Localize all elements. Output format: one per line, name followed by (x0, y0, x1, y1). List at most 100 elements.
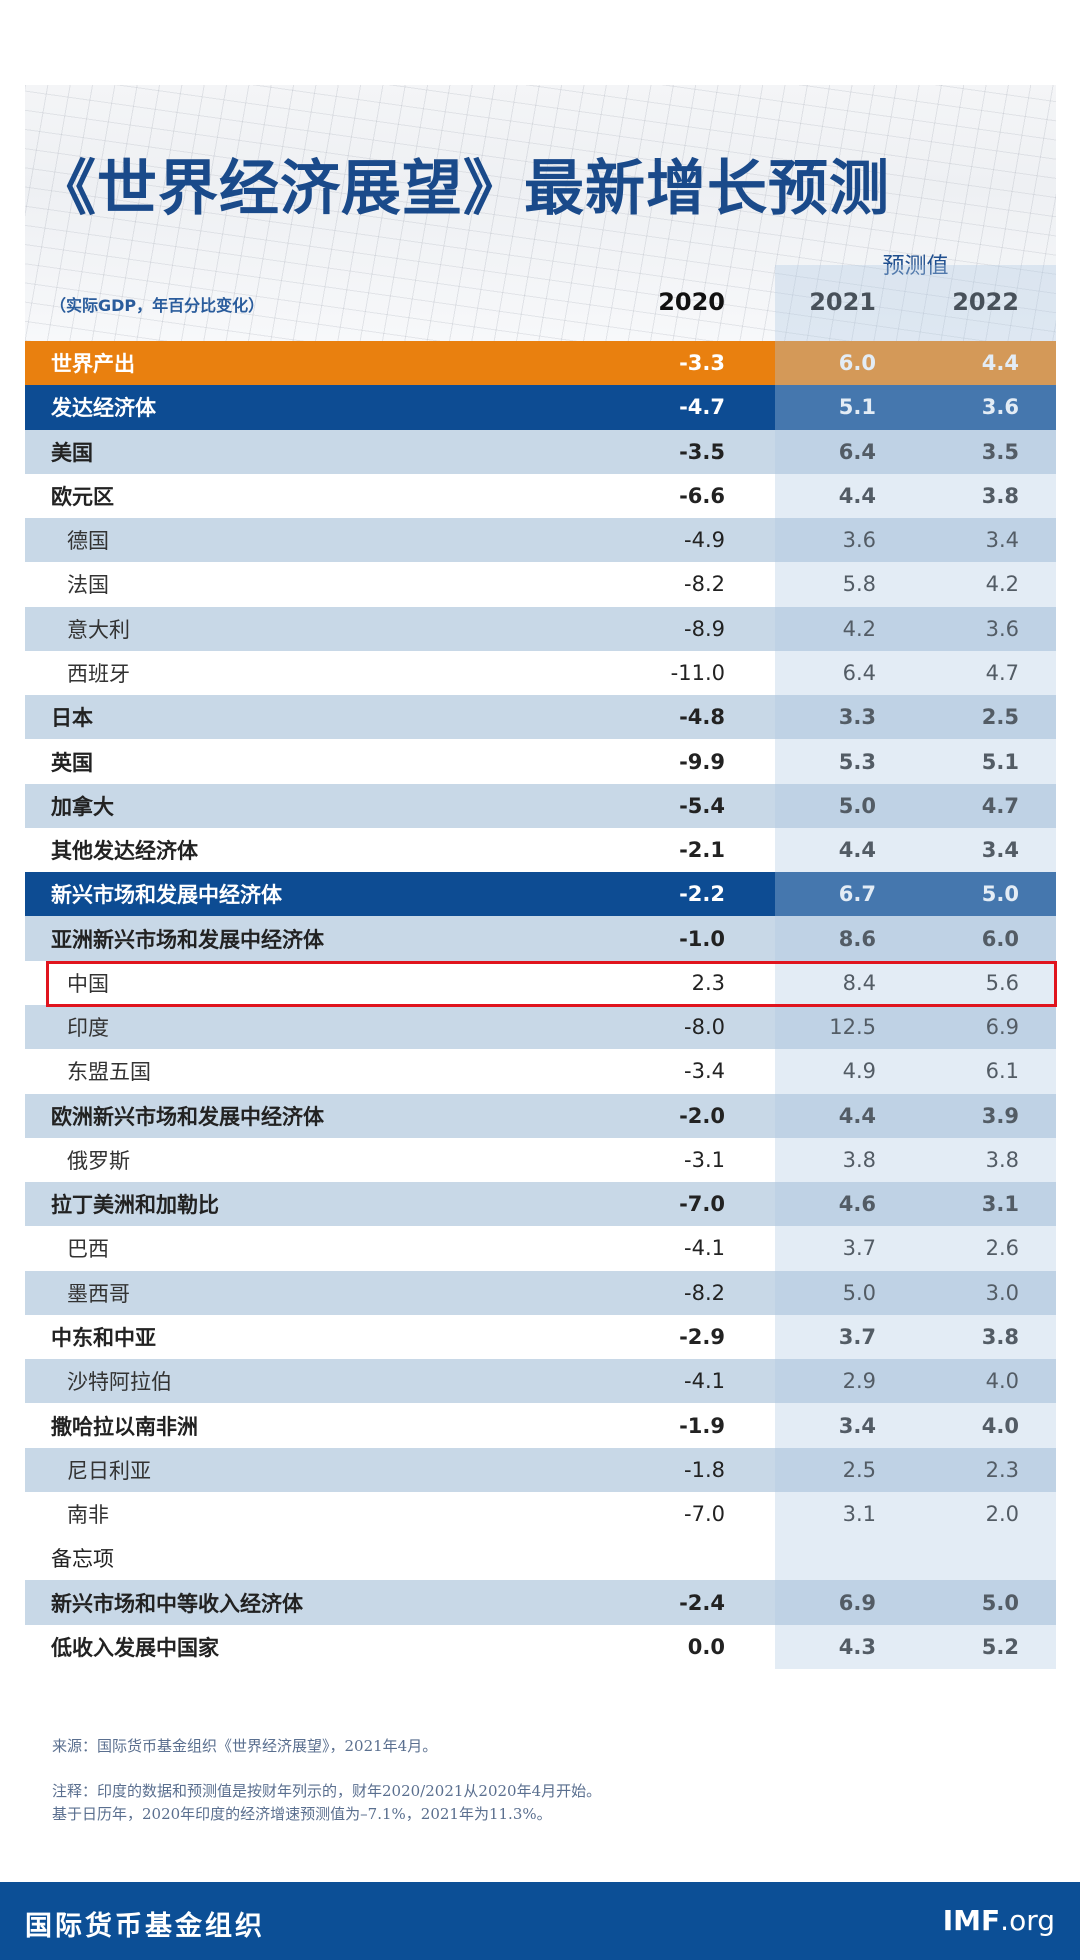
value-2021: 4.4 (838, 838, 876, 863)
value-2020: -3.4 (684, 1059, 725, 1084)
value-2022: 5.0 (981, 1590, 1019, 1615)
value-2021: 3.7 (842, 1236, 876, 1261)
value-2022: 4.2 (985, 572, 1019, 597)
table-row: 俄罗斯 -3.1 3.8 3.8 (25, 1138, 1056, 1182)
value-2022: 4.0 (981, 1413, 1019, 1438)
year-header-2021: 2021 (809, 288, 876, 316)
growth-table: 世界产出 -3.3 6.0 4.4 发达经济体 -4.7 5.1 3.6 美国 -3.5 6.4 3.… (25, 341, 1056, 1669)
value-2022: 6.0 (981, 926, 1019, 951)
table-row: 美国 -3.5 6.4 3.5 (25, 429, 1056, 474)
value-2020: -9.9 (679, 749, 725, 774)
value-2022: 3.8 (985, 1147, 1019, 1172)
row-label: 加拿大 (51, 794, 114, 819)
note-line-2: 基于日历年，2020年印度的经济增速预测值为–7.1%，2021年为11.3%。 (52, 1805, 552, 1823)
table-row: 新兴市场和中等收入经济体 -2.4 6.9 5.0 (25, 1580, 1056, 1625)
value-2021: 5.3 (838, 749, 876, 774)
value-2021: 8.4 (842, 970, 876, 995)
row-label: 英国 (51, 750, 93, 775)
table-row: 低收入发展中国家 0.0 4.3 5.2 (25, 1625, 1056, 1669)
note-line-1: 注释：印度的数据和预测值是按财年列示的，财年2020/2021从2020年4月开… (52, 1782, 602, 1800)
table-subtitle: （实际GDP，年百分比变化） (50, 296, 265, 315)
value-2021: 6.4 (838, 439, 876, 464)
value-2022: 3.4 (985, 528, 1019, 553)
table-row: 欧元区 -6.6 4.4 3.8 (25, 474, 1056, 518)
table-row: 亚洲新兴市场和发展中经济体 -1.0 8.6 6.0 (25, 916, 1056, 961)
value-2020: 0.0 (687, 1634, 725, 1659)
row-label: 法国 (67, 573, 109, 598)
value-2021: 12.5 (829, 1015, 876, 1040)
table-row: 拉丁美洲和加勒比 -7.0 4.6 3.1 (25, 1182, 1056, 1227)
row-label: 沙特阿拉伯 (67, 1370, 172, 1395)
table-row: 印度 -8.0 12.5 6.9 (25, 1004, 1056, 1050)
table-row: 发达经济体 -4.7 5.1 3.6 (25, 385, 1056, 430)
value-2021: 4.3 (838, 1634, 876, 1659)
row-label: 中国 (67, 971, 109, 996)
value-2021: 6.9 (838, 1590, 876, 1615)
value-2020: -1.9 (679, 1413, 725, 1438)
china-highlight-box (46, 961, 1057, 1007)
value-2022: 5.6 (985, 970, 1019, 995)
value-2021: 3.3 (838, 705, 876, 730)
footer-bar: 国际货币基金组织 IMF.org (0, 1882, 1080, 1960)
value-2022: 5.2 (981, 1634, 1019, 1659)
value-2022: 6.1 (985, 1059, 1019, 1084)
table-row: 西班牙 -11.0 6.4 4.7 (25, 651, 1056, 695)
value-2021: 5.8 (842, 572, 876, 597)
value-2020: -7.0 (684, 1502, 725, 1527)
table-row: 意大利 -8.9 4.2 3.6 (25, 606, 1056, 651)
value-2020: -2.1 (679, 838, 725, 863)
table-row: 中东和中亚 -2.9 3.7 3.8 (25, 1315, 1056, 1359)
page-title: 《世界经济展望》最新增长预测 (36, 154, 890, 224)
value-2020: -3.3 (679, 351, 725, 376)
value-2021: 6.0 (838, 351, 876, 376)
table-row: 其他发达经济体 -2.1 4.4 3.4 (25, 828, 1056, 872)
table-row: 世界产出 -3.3 6.0 4.4 (25, 341, 1056, 386)
row-label: 印度 (67, 1016, 109, 1041)
site-suffix: .org (1000, 1904, 1055, 1937)
table-row: 加拿大 -5.4 5.0 4.7 (25, 783, 1056, 828)
value-2020: -8.2 (684, 1280, 725, 1305)
row-label: 欧元区 (51, 484, 114, 509)
value-2021: 3.1 (842, 1502, 876, 1527)
value-2022: 3.8 (981, 1324, 1019, 1349)
table-row: 巴西 -4.1 3.7 2.6 (25, 1226, 1056, 1270)
row-label: 低收入发展中国家 (51, 1635, 219, 1660)
value-2021: 6.4 (842, 660, 876, 685)
value-2022: 3.6 (981, 395, 1019, 420)
value-2020: -8.0 (684, 1015, 725, 1040)
value-2021: 2.9 (842, 1369, 876, 1394)
value-2020: -4.7 (679, 395, 725, 420)
value-2022: 5.0 (981, 882, 1019, 907)
value-2022: 5.1 (981, 749, 1019, 774)
row-label: 巴西 (67, 1237, 109, 1262)
value-2022: 4.4 (981, 351, 1019, 376)
value-2020: -11.0 (670, 660, 725, 685)
row-label: 世界产出 (51, 352, 135, 377)
value-2021: 2.5 (842, 1457, 876, 1482)
value-2021: 5.1 (838, 395, 876, 420)
value-2022: 2.3 (985, 1457, 1019, 1482)
value-2021: 3.7 (838, 1324, 876, 1349)
year-header-2022: 2022 (952, 288, 1019, 316)
value-2020: -1.8 (684, 1457, 725, 1482)
table-row: 法国 -8.2 5.8 4.2 (25, 562, 1056, 606)
value-2022: 2.6 (985, 1236, 1019, 1261)
value-2020: -3.5 (679, 439, 725, 464)
value-2022: 3.5 (981, 439, 1019, 464)
value-2022: 3.8 (981, 483, 1019, 508)
value-2022: 3.0 (985, 1280, 1019, 1305)
row-label: 墨西哥 (67, 1281, 130, 1306)
source-note: 来源：国际货币基金组织《世界经济展望》，2021年4月。 (52, 1737, 438, 1755)
value-2022: 6.9 (985, 1015, 1019, 1040)
row-label: 新兴市场和中等收入经济体 (51, 1591, 303, 1616)
value-2022: 2.5 (981, 705, 1019, 730)
row-label: 俄罗斯 (67, 1148, 130, 1173)
value-2021: 4.9 (842, 1059, 876, 1084)
footer-site-link[interactable]: IMF.org (943, 1904, 1055, 1937)
row-label: 美国 (51, 440, 93, 465)
value-2020: -8.9 (684, 616, 725, 641)
table-row: 南非 -7.0 3.1 2.0 (25, 1492, 1056, 1536)
value-2021: 4.4 (838, 1103, 876, 1128)
value-2022: 2.0 (985, 1502, 1019, 1527)
row-label: 备忘项 (51, 1547, 114, 1572)
